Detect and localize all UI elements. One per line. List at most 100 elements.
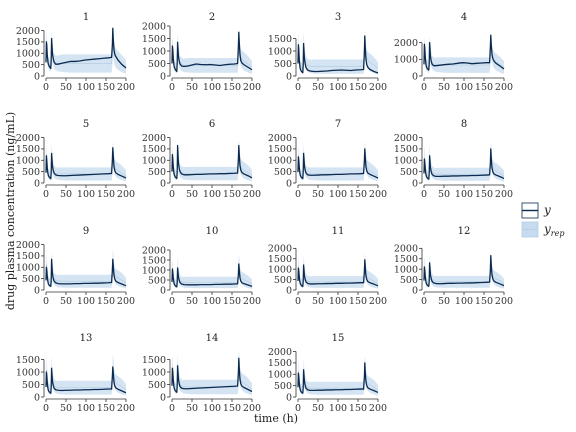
panel-10-x-tick-label: 50 — [186, 296, 198, 307]
panel-4: 4 0 1000 2000 0 50 100 150 200 — [394, 12, 513, 93]
panel-14-x-tick-label: 0 — [169, 403, 175, 414]
panel-15-x-tick-label: 50 — [312, 403, 324, 414]
panel-5-x-tick-label: 150 — [97, 189, 115, 200]
panel-9-replicate-band — [46, 250, 126, 289]
panel-15-replicate-band — [298, 357, 378, 396]
panel-10-y-tick-label: 1500 — [142, 255, 166, 266]
panel-13-y-tick-label: 1000 — [16, 367, 40, 378]
panel-1-x-tick-label: 0 — [43, 82, 49, 93]
panel-13-x-tick-label: 0 — [43, 403, 49, 414]
panel-2-y-tick-label: 500 — [148, 59, 166, 70]
panel-3-replicate-band — [298, 31, 378, 75]
panel-11-title: 11 — [332, 226, 345, 237]
panel-11-observed-line — [297, 259, 379, 288]
panel-7-x-tick-label: 50 — [312, 189, 324, 200]
panel-11-x-tick-label: 200 — [369, 296, 387, 307]
panel-3-observed-line — [297, 35, 379, 74]
panel-9-y-tick-label: 2000 — [16, 240, 40, 251]
panel-1-y-tick-label: 1000 — [16, 49, 40, 60]
legend-label-replicate: yrep — [543, 222, 564, 238]
panel-4-x-tick-label: 200 — [495, 82, 513, 93]
panel-14-y-tick-label: 0 — [160, 392, 166, 403]
panel-7-y-tick-label: 2000 — [268, 133, 292, 144]
panel-1-observed-line — [45, 27, 127, 70]
panel-8-observed-line — [423, 148, 505, 180]
panel-5-x-tick-label: 0 — [43, 189, 49, 200]
panel-4-y-tick-label: 0 — [412, 71, 418, 82]
panel-6-x-tick-label: 0 — [169, 189, 175, 200]
panel-7-observed-line — [297, 148, 379, 180]
panel-9-y-tick-label: 1000 — [16, 263, 40, 274]
legend-label-observed-main: y — [543, 203, 551, 217]
panel-2-y-tick-label: 1500 — [142, 34, 166, 45]
panel-9-y-tick-label: 0 — [34, 285, 40, 296]
panel-4-x-tick-label: 50 — [438, 82, 450, 93]
panel-5-y-tick-label: 0 — [34, 178, 40, 189]
legend: y yrep — [521, 202, 564, 238]
panel-12-y-tick-label: 500 — [400, 275, 418, 286]
panel-10-replicate-band — [172, 255, 252, 289]
legend-label-replicate-main: y — [543, 222, 551, 236]
panel-15-x-tick-label: 150 — [349, 403, 367, 414]
panel-10-y-tick-label: 1000 — [142, 265, 166, 276]
panel-13-observed-line — [45, 366, 127, 394]
panel-8-x-tick-label: 150 — [475, 189, 493, 200]
panel-15-y-tick-label: 0 — [286, 392, 292, 403]
panel-12-title: 12 — [458, 226, 471, 237]
panel-7-title: 7 — [335, 119, 341, 130]
panel-11-x-tick-label: 0 — [295, 296, 301, 307]
panel-6-y-tick-label: 1000 — [142, 156, 166, 167]
panel-10-x-tick-label: 150 — [223, 296, 241, 307]
panel-1-x-tick-label: 50 — [60, 82, 72, 93]
panel-6-title: 6 — [209, 119, 215, 130]
panel-13-x-tick-label: 50 — [60, 403, 72, 414]
panel-5-observed-line — [45, 147, 127, 180]
panel-10-x-tick-label: 100 — [203, 296, 221, 307]
panel-11-x-tick-label: 50 — [312, 296, 324, 307]
panel-7-x-tick-label: 100 — [329, 189, 347, 200]
panel-4-title: 4 — [461, 12, 467, 23]
panel-14-x-tick-label: 200 — [243, 403, 261, 414]
panel-4-x-tick-label: 100 — [455, 82, 473, 93]
panel-12-y-tick-label: 0 — [412, 285, 418, 296]
panel-6-y-tick-label: 2000 — [142, 133, 166, 144]
panel-2-y-tick-label: 0 — [160, 71, 166, 82]
panel-2-y-tick-label: 1000 — [142, 46, 166, 57]
panel-8-title: 8 — [461, 119, 467, 130]
panel-1-y-tick-label: 1500 — [16, 37, 40, 48]
panel-2-y-tick-label: 2000 — [142, 21, 166, 32]
panel-8-x-tick-label: 0 — [421, 189, 427, 200]
panel-11-y-tick-label: 500 — [274, 275, 292, 286]
panel-3-y-tick-label: 0 — [286, 71, 292, 82]
panel-1-x-tick-label: 150 — [97, 82, 115, 93]
panel-4-observed-line — [423, 34, 505, 71]
panel-11-y-tick-label: 1500 — [268, 254, 292, 265]
panel-8-replicate-band — [424, 143, 504, 182]
panel-10-title: 10 — [206, 226, 219, 237]
legend-label-observed: y — [543, 203, 551, 217]
panel-11-y-tick-label: 0 — [286, 285, 292, 296]
panel-6-replicate-band — [172, 140, 252, 182]
panel-15-y-tick-label: 2000 — [268, 347, 292, 358]
panel-5-replicate-band — [46, 142, 126, 182]
panel-14-observed-line — [171, 357, 253, 393]
panel-3-y-tick-label: 500 — [274, 59, 292, 70]
panel-13-y-tick-label: 500 — [22, 380, 40, 391]
panel-14-y-tick-label: 1500 — [142, 355, 166, 366]
panel-9-x-tick-label: 50 — [60, 296, 72, 307]
panel-3-y-tick-label: 1000 — [268, 46, 292, 57]
panel-2-x-tick-label: 200 — [243, 82, 261, 93]
panel-2-observed-line — [171, 31, 253, 73]
panel-14-replicate-band — [172, 352, 252, 396]
panel-14-title: 14 — [206, 333, 219, 344]
panel-3-x-tick-label: 100 — [329, 82, 347, 93]
